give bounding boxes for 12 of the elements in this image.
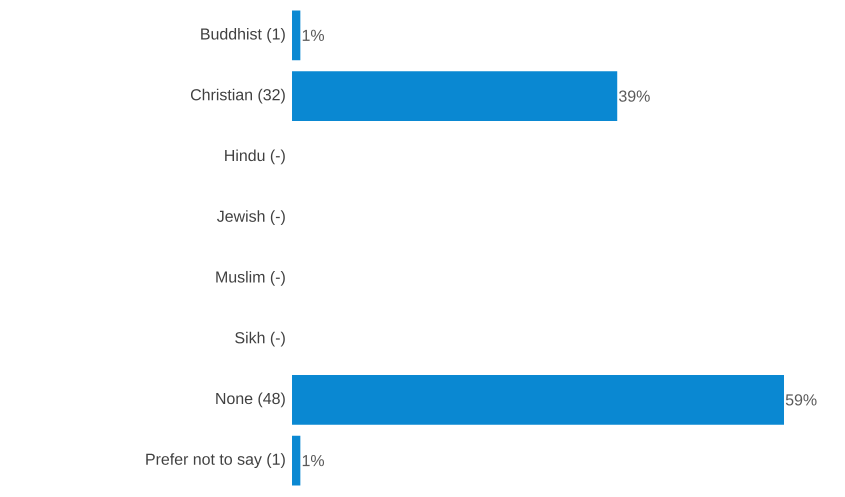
data-label: 59% (786, 394, 817, 406)
y-tick-label: Christian (32) (190, 88, 285, 104)
y-tick-label: Prefer not to say (1) (146, 453, 285, 468)
data-label: 1% (302, 30, 324, 41)
y-tick-label: Jewish (-) (217, 210, 285, 226)
y-tick-label: Sikh (-) (235, 332, 285, 347)
data-label: 1% (302, 455, 324, 466)
y-tick-label: Buddhist (1) (201, 28, 285, 43)
y-tick-label: Muslim (-) (216, 270, 285, 286)
y-tick-label: None (48) (216, 392, 285, 408)
y-tick-label: Hindu (-) (225, 149, 285, 164)
data-label: 39% (619, 90, 650, 102)
